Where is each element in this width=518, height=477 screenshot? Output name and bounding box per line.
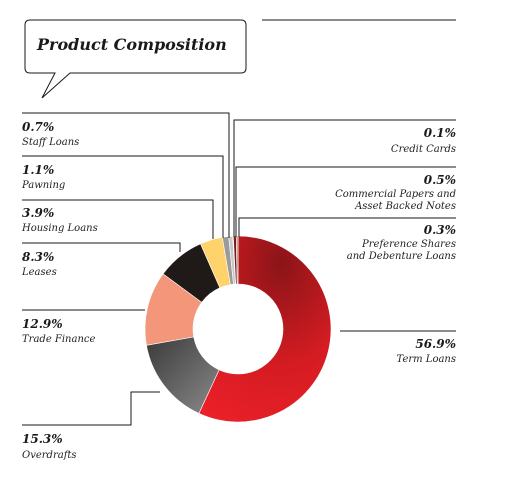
- leader-pawning: [22, 155, 224, 238]
- donut-slices: [144, 235, 332, 423]
- label-commercial-papers-line1: Commercial Papers and: [335, 189, 456, 200]
- leader-overdrafts: [22, 391, 160, 426]
- label-overdrafts: Overdrafts: [22, 450, 77, 461]
- slice-preference-shares: [235, 235, 239, 285]
- slice-term-loans: [198, 235, 332, 423]
- title-callout: Product Composition: [24, 19, 456, 99]
- pct-trade-finance: 12.9%: [22, 317, 63, 331]
- leader-preference-shares: [238, 217, 456, 237]
- pct-staff-loans: 0.7%: [22, 120, 54, 134]
- label-pawning: Pawning: [21, 180, 65, 191]
- labels-right: 0.1% Credit Cards 0.5% Commercial Papers…: [335, 126, 456, 365]
- leader-lines: [22, 112, 456, 426]
- pct-leases: 8.3%: [22, 250, 54, 264]
- label-leases: Leases: [21, 267, 57, 278]
- pct-preference-shares: 0.3%: [424, 223, 456, 237]
- label-trade-finance: Trade Finance: [22, 334, 95, 345]
- label-staff-loans: Staff Loans: [22, 137, 79, 148]
- leader-commercial-papers: [235, 166, 456, 237]
- pct-overdrafts: 15.3%: [22, 432, 63, 446]
- labels-left: 0.7% Staff Loans 1.1% Pawning 3.9% Housi…: [21, 120, 98, 461]
- label-term-loans: Term Loans: [397, 354, 456, 365]
- callout-bubble: [24, 19, 247, 99]
- leader-staff-loans: [22, 112, 230, 238]
- leader-leases: [22, 242, 181, 252]
- chart-title: Product Composition: [36, 35, 227, 54]
- pct-commercial-papers: 0.5%: [424, 173, 456, 187]
- leader-credit-cards: [233, 119, 456, 237]
- leader-housing-loans: [22, 199, 214, 239]
- label-preference-shares-line2: and Debenture Loans: [347, 251, 456, 262]
- pct-pawning: 1.1%: [22, 163, 54, 177]
- label-housing-loans: Housing Loans: [21, 223, 98, 234]
- pct-housing-loans: 3.9%: [22, 206, 54, 220]
- label-credit-cards: Credit Cards: [391, 144, 456, 155]
- pct-term-loans: 56.9%: [415, 337, 456, 351]
- pct-credit-cards: 0.1%: [424, 126, 456, 140]
- label-commercial-papers-line2: Asset Backed Notes: [354, 201, 456, 212]
- label-preference-shares-line1: Preference Shares: [361, 239, 456, 250]
